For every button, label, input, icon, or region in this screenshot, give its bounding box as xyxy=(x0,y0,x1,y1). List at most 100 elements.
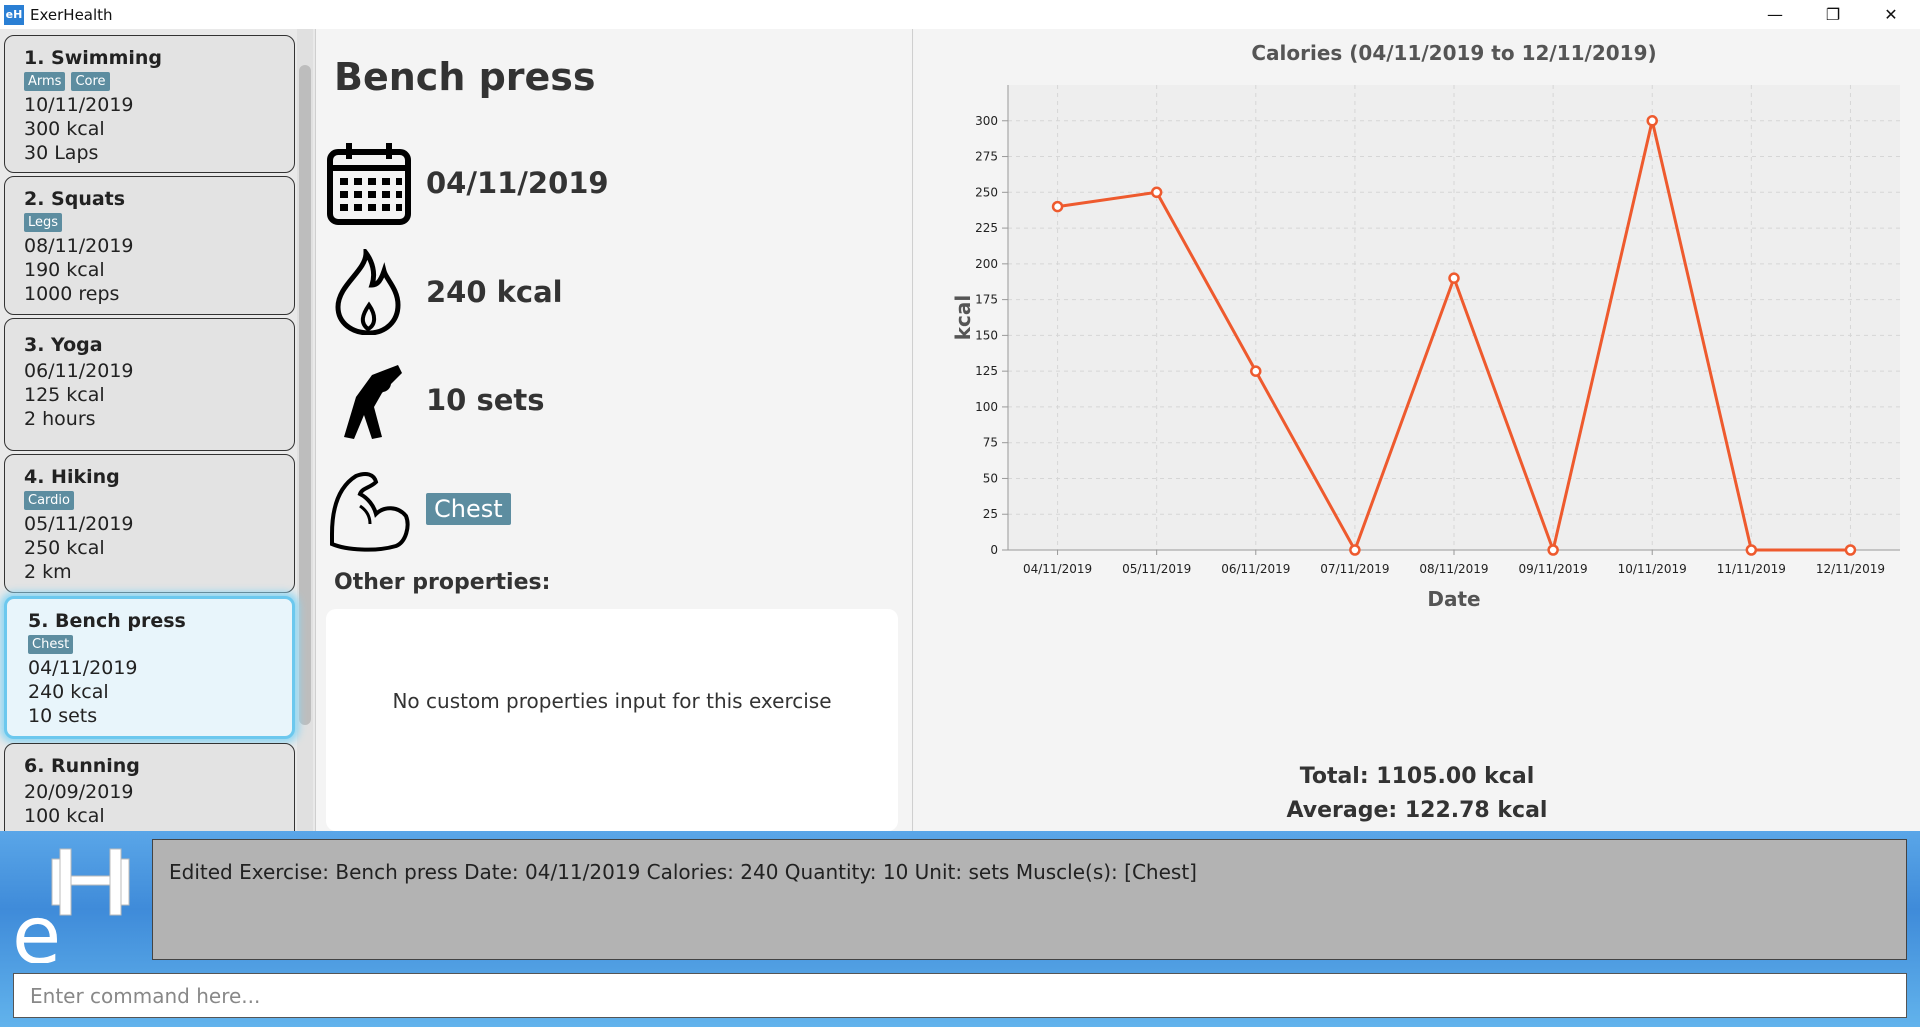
other-properties-box: No custom properties input for this exer… xyxy=(326,609,898,831)
exercise-card[interactable]: 2. Squats Legs 08/11/2019 190 kcal 1000 … xyxy=(4,176,295,315)
exercise-calories: 190 kcal xyxy=(24,259,105,281)
exercise-quantity: 2 km xyxy=(24,561,72,583)
data-point xyxy=(1547,544,1559,556)
exercise-card[interactable]: 6. Running 20/09/2019 100 kcal xyxy=(4,743,295,831)
exercise-quantity: 1000 reps xyxy=(24,283,120,305)
y-tick-label: 75 xyxy=(983,436,998,450)
calendar-icon xyxy=(327,143,411,225)
average-calories: Average: 122.78 kcal xyxy=(1286,798,1548,823)
other-properties-label: Other properties: xyxy=(334,570,551,595)
bottom-bar: e Edited Exercise: Bench press Date: 04/… xyxy=(0,831,1920,1027)
exercise-title: 3. Yoga xyxy=(24,334,103,356)
exercise-card[interactable]: 4. Hiking Cardio 05/11/2019 250 kcal 2 k… xyxy=(4,454,295,593)
x-tick-label: 10/11/2019 xyxy=(1618,562,1687,576)
y-tick-label: 300 xyxy=(975,114,998,128)
exercise-quantity: 30 Laps xyxy=(24,142,99,164)
detail-exercise-name: Bench press xyxy=(334,55,596,99)
app-logo-icon: eH xyxy=(4,4,24,25)
detail-muscle-tag: Chest xyxy=(426,493,511,525)
exercise-title: 2. Squats xyxy=(24,188,126,210)
detail-calories-row: 240 kcal xyxy=(326,249,563,335)
detail-muscle-row: Chest xyxy=(326,466,511,552)
exercise-detail-panel: Bench press 04/11/2019 240 kcal 10 sets xyxy=(316,29,913,831)
command-input[interactable] xyxy=(13,973,1907,1018)
detail-quantity: 10 sets xyxy=(426,383,545,417)
minimize-button[interactable]: — xyxy=(1767,5,1783,24)
y-tick-label: 250 xyxy=(975,185,998,199)
total-calories: Total: 1105.00 kcal xyxy=(1299,764,1535,789)
y-tick-label: 25 xyxy=(983,507,998,521)
x-axis-label: Date xyxy=(1427,587,1480,611)
exercise-date: 10/11/2019 xyxy=(24,94,134,116)
exercise-calories: 100 kcal xyxy=(24,805,105,827)
y-tick-label: 100 xyxy=(975,400,998,414)
exercise-card[interactable]: 3. Yoga 06/11/2019 125 kcal 2 hours xyxy=(4,318,295,451)
exercise-title: 6. Running xyxy=(24,755,140,777)
exercise-list[interactable]: 1. Swimming Arms Core 10/11/2019 300 kca… xyxy=(0,29,316,831)
y-tick-label: 150 xyxy=(975,328,998,342)
no-custom-properties-text: No custom properties input for this exer… xyxy=(392,689,832,713)
x-tick-label: 09/11/2019 xyxy=(1519,562,1588,576)
y-tick-label: 225 xyxy=(975,221,998,235)
y-tick-label: 275 xyxy=(975,150,998,164)
exercise-quantity: 2 hours xyxy=(24,408,96,430)
detail-calories: 240 kcal xyxy=(426,275,563,309)
y-tick-label: 0 xyxy=(990,543,998,557)
exercise-date: 05/11/2019 xyxy=(24,513,134,535)
exercise-calories: 300 kcal xyxy=(24,118,105,140)
y-tick-label: 50 xyxy=(983,471,998,485)
y-tick-label: 175 xyxy=(975,293,998,307)
result-message: Edited Exercise: Bench press Date: 04/11… xyxy=(169,860,1197,884)
muscle-tag: Cardio xyxy=(24,491,74,510)
exercise-title: 4. Hiking xyxy=(24,466,120,488)
window-title: ExerHealth xyxy=(30,5,113,24)
exercise-calories: 125 kcal xyxy=(24,384,105,406)
data-point xyxy=(1448,272,1460,284)
exerhealth-logo-icon: e xyxy=(12,848,130,963)
exercise-card[interactable]: 1. Swimming Arms Core 10/11/2019 300 kca… xyxy=(4,35,295,173)
y-tick-label: 200 xyxy=(975,257,998,271)
x-tick-label: 07/11/2019 xyxy=(1320,562,1389,576)
scrollbar-thumb[interactable] xyxy=(299,65,311,725)
x-tick-label: 12/11/2019 xyxy=(1816,562,1885,576)
data-point xyxy=(1150,186,1163,199)
exercise-calories: 250 kcal xyxy=(24,537,105,559)
exercise-date: 08/11/2019 xyxy=(24,235,134,257)
chart-title: Calories (04/11/2019 to 12/11/2019) xyxy=(1251,41,1656,65)
x-tick-label: 11/11/2019 xyxy=(1717,562,1786,576)
x-tick-label: 04/11/2019 xyxy=(1023,562,1092,576)
calories-chart-panel: Calories (04/11/2019 to 12/11/2019) 0 25 50… xyxy=(914,29,1920,831)
y-axis-label: kcal xyxy=(951,295,975,341)
exercise-title: 1. Swimming xyxy=(24,47,163,69)
svg-text:e: e xyxy=(12,889,61,963)
result-display: Edited Exercise: Bench press Date: 04/11… xyxy=(152,839,1907,960)
x-tick-label: 06/11/2019 xyxy=(1221,562,1290,576)
data-point xyxy=(1051,200,1064,213)
restore-button[interactable]: ❐ xyxy=(1825,5,1841,24)
muscle-tag: Arms xyxy=(24,72,66,91)
data-point xyxy=(1349,544,1361,556)
stretching-person-icon xyxy=(344,365,402,439)
y-tick-label: 125 xyxy=(975,364,998,378)
title-bar: eH ExerHealth — ❐ ✕ xyxy=(0,0,1920,29)
exercise-date: 04/11/2019 xyxy=(28,657,138,679)
exercise-date: 06/11/2019 xyxy=(24,360,134,382)
flexed-arm-icon xyxy=(330,472,410,552)
data-point xyxy=(1745,544,1758,556)
muscle-tag: Chest xyxy=(28,635,74,654)
exercise-date: 20/09/2019 xyxy=(24,781,134,803)
exercise-card-selected[interactable]: 5. Bench press Chest 04/11/2019 240 kcal… xyxy=(4,596,295,739)
data-point xyxy=(1646,115,1658,127)
data-point xyxy=(1250,365,1262,377)
exercise-title: 5. Bench press xyxy=(28,610,186,632)
detail-date: 04/11/2019 xyxy=(426,166,609,200)
x-tick-label: 05/11/2019 xyxy=(1122,562,1191,576)
close-button[interactable]: ✕ xyxy=(1884,5,1898,24)
x-tick-label: 08/11/2019 xyxy=(1419,562,1488,576)
exercise-quantity: 10 sets xyxy=(28,705,98,727)
flame-icon xyxy=(335,249,401,335)
data-point xyxy=(1844,544,1857,556)
exercise-calories: 240 kcal xyxy=(28,681,109,703)
detail-date-row: 04/11/2019 xyxy=(326,140,609,226)
muscle-tag: Core xyxy=(71,72,110,91)
